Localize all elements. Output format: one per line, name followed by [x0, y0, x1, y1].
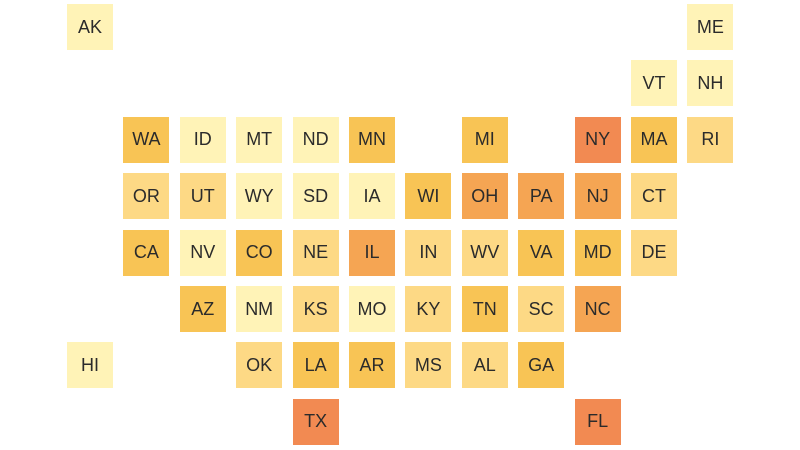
state-tile-sd[interactable]: SD — [292, 173, 339, 220]
state-tile-ak[interactable]: AK — [67, 4, 113, 50]
state-tile-nc[interactable]: NC — [574, 286, 621, 332]
state-tile-ri[interactable]: RI — [687, 116, 734, 163]
state-tile-in[interactable]: IN — [405, 229, 452, 276]
state-tile-or[interactable]: OR — [123, 173, 170, 220]
state-tile-ga[interactable]: GA — [518, 342, 565, 389]
state-tile-wy[interactable]: WY — [236, 173, 283, 220]
state-tile-ks[interactable]: KS — [292, 286, 339, 332]
state-tile-va[interactable]: VA — [518, 229, 565, 276]
state-tile-ny[interactable]: NY — [574, 116, 621, 163]
state-tile-tx[interactable]: TX — [292, 398, 339, 445]
state-tile-de[interactable]: DE — [631, 229, 677, 276]
state-tile-nd[interactable]: ND — [292, 116, 339, 163]
state-tile-ca[interactable]: CA — [123, 229, 170, 276]
state-tile-mo[interactable]: MO — [349, 286, 395, 332]
state-tile-fl[interactable]: FL — [574, 398, 621, 445]
state-tile-nm[interactable]: NM — [236, 286, 283, 332]
state-tile-ut[interactable]: UT — [179, 173, 226, 220]
state-tile-ky[interactable]: KY — [405, 286, 452, 332]
state-tile-oh[interactable]: OH — [461, 173, 508, 220]
state-tile-id[interactable]: ID — [179, 116, 226, 163]
state-tile-pa[interactable]: PA — [518, 173, 565, 220]
state-tile-ct[interactable]: CT — [631, 173, 677, 220]
state-tile-me[interactable]: ME — [687, 4, 734, 50]
state-tile-ma[interactable]: MA — [631, 116, 677, 163]
state-tile-nv[interactable]: NV — [179, 229, 226, 276]
state-tile-md[interactable]: MD — [574, 229, 621, 276]
state-tile-la[interactable]: LA — [292, 342, 339, 389]
state-tile-ia[interactable]: IA — [349, 173, 395, 220]
state-tile-hi[interactable]: HI — [67, 342, 113, 389]
state-tile-wa[interactable]: WA — [123, 116, 170, 163]
state-tile-nj[interactable]: NJ — [574, 173, 621, 220]
state-tile-sc[interactable]: SC — [518, 286, 565, 332]
state-tile-mi[interactable]: MI — [461, 116, 508, 163]
state-tile-wi[interactable]: WI — [405, 173, 452, 220]
state-tile-al[interactable]: AL — [461, 342, 508, 389]
state-tile-az[interactable]: AZ — [179, 286, 226, 332]
state-tile-co[interactable]: CO — [236, 229, 283, 276]
state-tile-ok[interactable]: OK — [236, 342, 283, 389]
state-tile-ne[interactable]: NE — [292, 229, 339, 276]
state-tile-il[interactable]: IL — [349, 229, 395, 276]
state-tile-nh[interactable]: NH — [687, 60, 734, 107]
state-tile-ar[interactable]: AR — [349, 342, 395, 389]
state-tile-wv[interactable]: WV — [461, 229, 508, 276]
state-tile-ms[interactable]: MS — [405, 342, 452, 389]
state-tile-tn[interactable]: TN — [461, 286, 508, 332]
state-tile-mn[interactable]: MN — [349, 116, 395, 163]
state-tile-vt[interactable]: VT — [631, 60, 677, 107]
state-tile-mt[interactable]: MT — [236, 116, 283, 163]
